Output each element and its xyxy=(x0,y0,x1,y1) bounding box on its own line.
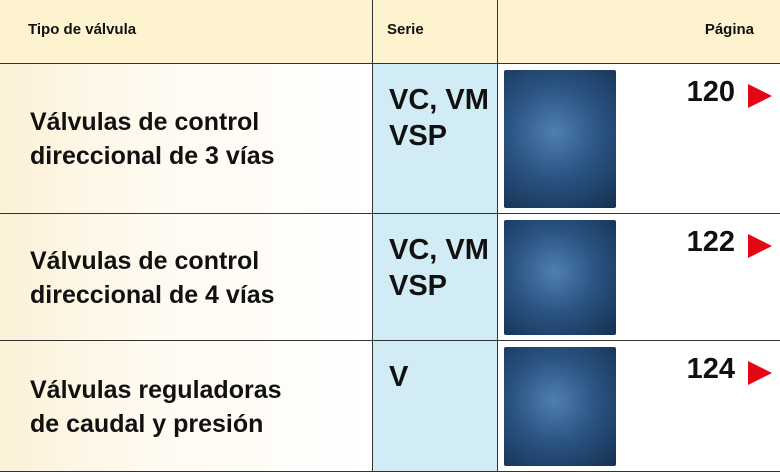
header-cell: Tipo de válvula xyxy=(0,0,373,64)
valve-type: Válvulas de control xyxy=(30,108,260,136)
series-code: VC, VM xyxy=(389,234,489,266)
type-cell: Válvulas reguladoras de caudal y presión xyxy=(0,341,373,472)
page-arrow xyxy=(748,234,772,258)
valve-type: Válvulas de control xyxy=(30,246,260,275)
series-code: V xyxy=(389,361,409,393)
header-type: Tipo de válvula xyxy=(28,21,137,38)
header-page: Página xyxy=(704,21,754,38)
valve-type: direccional de 3 vías xyxy=(30,142,275,170)
product-photo xyxy=(504,220,616,335)
series-cell: VC, VM VSP xyxy=(373,214,498,341)
header-cell: Serie xyxy=(373,0,498,64)
valve-type: direccional de 4 vías xyxy=(30,280,275,309)
page-number: 124 xyxy=(686,353,735,385)
page-arrow xyxy=(748,84,772,108)
type-cell: Válvulas de control direccional de 4 vías xyxy=(0,214,373,341)
valve-type: Válvulas reguladoras xyxy=(30,375,282,404)
type-cell: Válvulas de control direccional de 3 vías xyxy=(0,64,373,214)
page-arrow xyxy=(748,361,772,385)
series-code: VSP xyxy=(389,270,448,302)
series-cell: V xyxy=(373,341,498,472)
product-photo xyxy=(504,347,616,466)
header-cell: Página xyxy=(498,0,780,64)
series-code: VSP xyxy=(389,120,448,152)
product-photo xyxy=(504,70,616,208)
page-cell: 122 xyxy=(498,214,780,341)
series-cell: VC, VM VSP xyxy=(373,64,498,214)
page-number: 120 xyxy=(686,76,735,108)
series-code: VC, VM xyxy=(389,84,489,116)
header-series: Serie xyxy=(387,21,424,38)
page-cell: 120 xyxy=(498,64,780,214)
page-cell: 124 xyxy=(498,341,780,472)
page-number: 122 xyxy=(686,226,735,258)
valve-type: de caudal y presión xyxy=(30,409,264,438)
